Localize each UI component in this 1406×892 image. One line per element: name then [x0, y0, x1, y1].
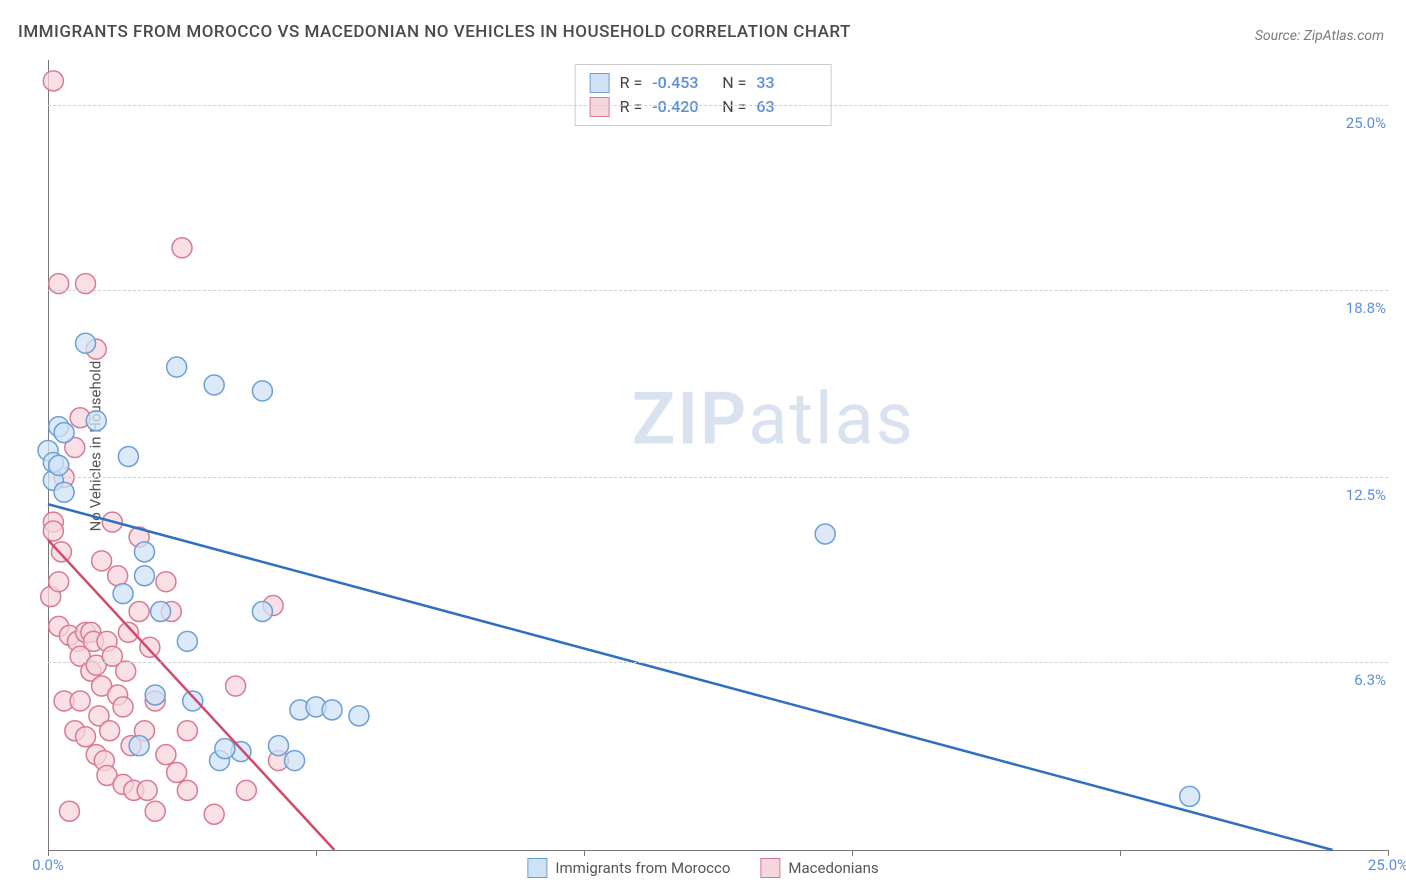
data-point	[129, 602, 149, 622]
data-point	[116, 661, 136, 681]
legend-series-item: Immigrants from Morocco	[527, 858, 730, 878]
data-point	[86, 411, 106, 431]
data-point	[43, 521, 63, 541]
x-tick-mark	[852, 850, 853, 856]
data-point	[236, 780, 256, 800]
data-point	[100, 721, 120, 741]
data-point	[145, 685, 165, 705]
data-point	[183, 691, 203, 711]
data-point	[118, 446, 138, 466]
data-point	[1180, 786, 1200, 806]
legend-swatch	[590, 73, 610, 93]
data-point	[226, 676, 246, 696]
gridline	[48, 662, 1388, 663]
data-point	[252, 602, 272, 622]
data-point	[156, 572, 176, 592]
data-point	[151, 602, 171, 622]
data-point	[252, 381, 272, 401]
data-point	[92, 551, 112, 571]
data-point	[137, 780, 157, 800]
data-point	[108, 566, 128, 586]
x-tick-mark	[316, 850, 317, 856]
data-point	[204, 804, 224, 824]
gridline	[48, 477, 1388, 478]
data-point	[177, 780, 197, 800]
data-point	[59, 801, 79, 821]
legend-n-label: N =	[722, 71, 746, 95]
chart-title: IMMIGRANTS FROM MOROCCO VS MACEDONIAN NO…	[18, 22, 851, 42]
gridline	[48, 105, 1388, 106]
data-point	[76, 274, 96, 294]
data-point	[70, 691, 90, 711]
legend-correlation: R = -0.453 N = 33 R = -0.420 N = 63	[575, 64, 832, 126]
data-point	[172, 238, 192, 258]
data-point	[268, 736, 288, 756]
source-link[interactable]: ZipAtlas.com	[1304, 28, 1384, 44]
x-tick-mark	[584, 850, 585, 856]
data-point	[113, 584, 133, 604]
data-point	[54, 482, 74, 502]
legend-series-item: Macedonians	[760, 858, 878, 878]
legend-series-label: Immigrants from Morocco	[555, 859, 730, 877]
data-point	[349, 706, 369, 726]
data-point	[76, 333, 96, 353]
source-attribution: Source: ZipAtlas.com	[1255, 28, 1384, 44]
data-point	[167, 357, 187, 377]
x-tick-label: 25.0%	[1368, 856, 1406, 874]
data-point	[167, 762, 187, 782]
y-tick-label: 18.8%	[1346, 299, 1386, 317]
data-point	[145, 801, 165, 821]
legend-corr-row: R = -0.420 N = 63	[590, 95, 817, 119]
data-point	[49, 455, 69, 475]
data-point	[43, 71, 63, 91]
data-point	[140, 637, 160, 657]
y-tick-label: 12.5%	[1346, 486, 1386, 504]
data-point	[177, 631, 197, 651]
legend-n-label: N =	[722, 95, 746, 119]
legend-series: Immigrants from Morocco Macedonians	[527, 858, 878, 878]
data-point	[177, 721, 197, 741]
data-point	[49, 572, 69, 592]
legend-series-label: Macedonians	[788, 859, 878, 877]
y-tick-label: 6.3%	[1354, 671, 1386, 689]
legend-r-label: R =	[620, 95, 643, 119]
legend-n-value: 33	[756, 71, 816, 95]
data-point	[322, 700, 342, 720]
data-point	[215, 739, 235, 759]
legend-swatch	[590, 97, 610, 117]
legend-r-value: -0.453	[652, 71, 712, 95]
data-point	[54, 423, 74, 443]
legend-corr-row: R = -0.453 N = 33	[590, 71, 817, 95]
data-point	[815, 524, 835, 544]
chart-svg	[48, 60, 1388, 850]
data-point	[129, 736, 149, 756]
data-point	[51, 542, 71, 562]
data-point	[76, 727, 96, 747]
data-point	[156, 745, 176, 765]
data-point	[134, 566, 154, 586]
legend-r-label: R =	[620, 71, 643, 95]
data-point	[49, 274, 69, 294]
data-point	[113, 697, 133, 717]
legend-r-value: -0.420	[652, 95, 712, 119]
trend-line	[48, 540, 334, 850]
data-point	[204, 375, 224, 395]
data-point	[134, 542, 154, 562]
source-prefix: Source:	[1255, 28, 1304, 44]
legend-n-value: 63	[756, 95, 816, 119]
legend-swatch	[527, 858, 547, 878]
legend-swatch	[760, 858, 780, 878]
x-tick-label: 0.0%	[32, 856, 64, 874]
x-tick-mark	[1120, 850, 1121, 856]
y-tick-label: 25.0%	[1346, 114, 1386, 132]
gridline	[48, 290, 1388, 291]
data-point	[285, 751, 305, 771]
